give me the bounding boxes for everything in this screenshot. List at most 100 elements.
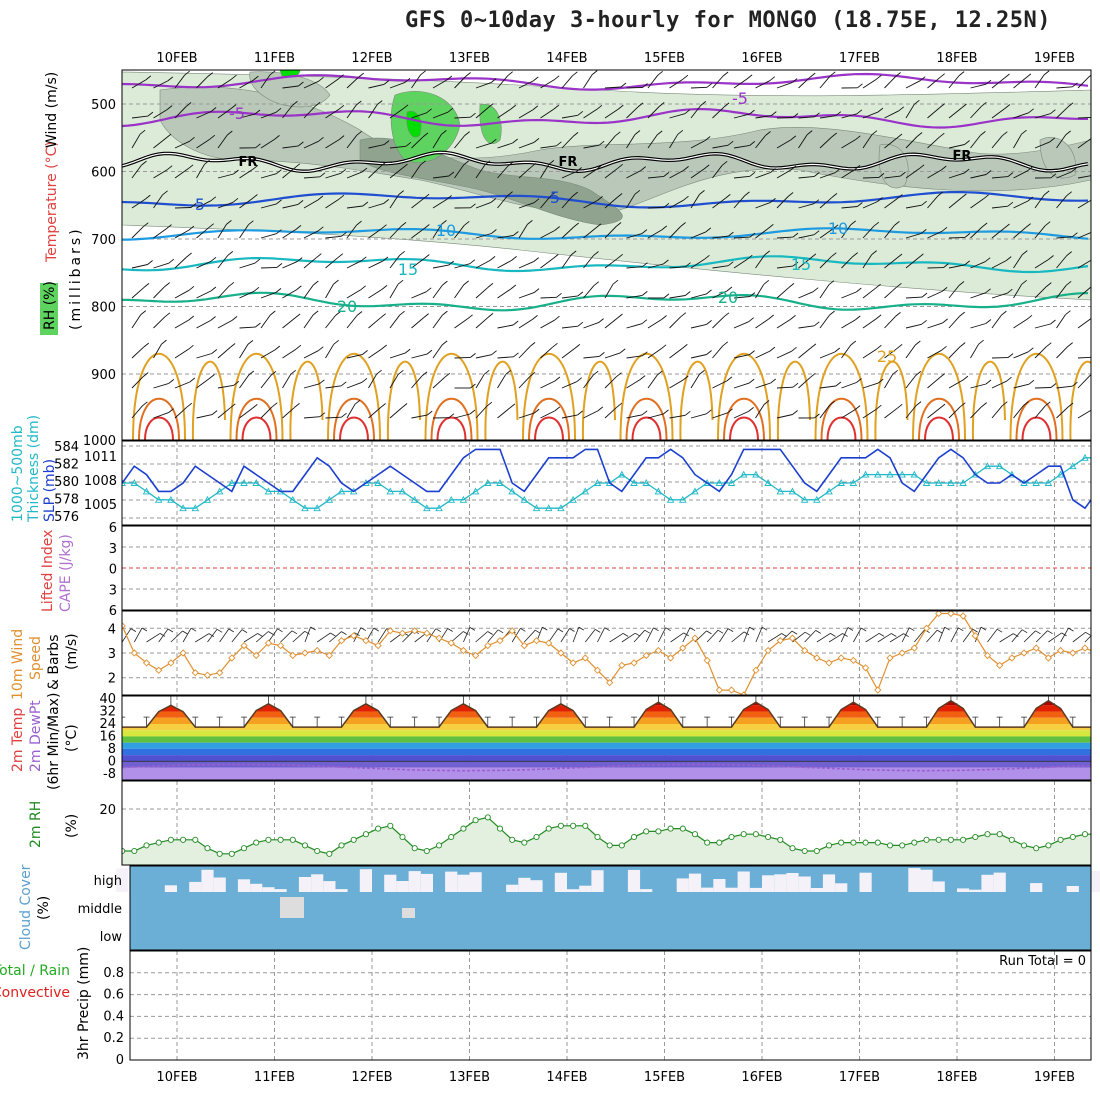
wind-barb [239,198,253,209]
wind-barb-flag [533,76,539,82]
wind10-point [606,679,614,687]
wind-barb [1013,405,1024,419]
wind-barb [690,231,706,239]
wind10-point [691,634,699,642]
wind-barb [712,106,725,119]
wind-barb-flag [1067,342,1073,347]
wind-barb-flag [491,350,497,356]
wind-barb-flag [276,263,283,268]
wind-barb-flag [230,104,237,109]
wind-barb [260,203,277,209]
wind-barb-flag [788,283,795,288]
wind-barb [626,323,643,329]
wind10-barb-flag [341,631,347,635]
precip-tick: 0 [116,1053,124,1068]
wind-barb [948,285,960,299]
wind10-point [484,641,492,650]
wind-barb [346,353,363,359]
wind-barb-flag [878,173,885,178]
wind-barb [518,202,535,209]
thickness-point [410,495,419,503]
contour-label: FR [239,155,258,170]
cloud-high-gap [701,887,714,892]
wind-barb [325,235,342,239]
wind-barb [755,228,769,239]
wind-barb [862,287,876,299]
thickness-point [423,504,431,512]
wind-barb-flag [728,231,734,237]
wind-barb-flag [553,104,560,110]
contour-freezing-core [122,151,1089,172]
wind-barb [303,284,314,299]
wind-barb-flag [683,195,689,201]
thickness-point [886,470,894,478]
wind10-barb [133,627,143,643]
wind-barb [411,164,421,179]
wind-barb [217,78,232,89]
wind-barb-flag [255,322,261,328]
thickness-point [739,470,748,478]
wind-barb [927,107,940,119]
wind-barb-flag [704,254,710,260]
wind-barb [755,318,769,329]
rh2m-point [862,839,869,846]
wind-barb [432,175,449,179]
wind10-barb-flag [228,628,235,633]
wind-barb-flag [1007,201,1014,207]
rh2m-axis: 20 [99,803,116,818]
wind10-barb-flag [1013,633,1019,637]
wind-barb-flag [1046,342,1052,348]
wind-barb-flag [726,286,733,292]
wind-barb [669,199,684,209]
wind-barb [540,195,552,209]
wind-barb-flag [248,220,254,226]
rh2m-point [935,836,942,843]
cloud-high-gap [762,875,775,892]
wind-barb-flag [706,350,712,355]
wind10-point [520,641,528,650]
wind-barb [819,351,835,359]
wind-barb-flag [1065,130,1071,136]
wind-barb [454,116,471,119]
temp-tick: 32 [99,705,116,720]
wind-barb [1056,406,1069,419]
wind-barb [174,406,188,419]
wind-barb-flag [875,283,881,289]
wind-barb-flag [444,372,451,378]
wind-barb [776,414,793,419]
wind-barb [1013,112,1029,119]
wind-barb-flag [463,160,469,166]
wind-barb [604,376,617,389]
wind10-barb-flag [330,632,336,637]
precip-axis: 0.80.60.40.20 [103,966,124,1068]
wind-barb [733,195,745,209]
wind10-barb-flag [706,630,712,635]
wind-barb [131,405,143,419]
rh2m-point [326,850,333,857]
wind-barb-flag [483,369,490,375]
wind10-point [252,651,260,660]
wind-barb [153,316,166,329]
wind-barb-flag [376,369,382,375]
wind-barb-flag [706,320,712,325]
wind-barb [368,202,384,209]
wind-barb-flag [294,163,301,169]
wind-barb [798,325,815,329]
wind-barb-flag [398,190,404,195]
wind-barb-flag [918,164,925,170]
wind-barb [970,383,987,389]
wind-barb [776,265,793,269]
wind-barb [862,254,873,269]
thickness-point [910,470,919,478]
wind-barb [669,316,682,329]
wind-barb-flag [854,405,861,410]
wind-barb [970,83,987,89]
wind-barb [905,344,916,359]
thickness-point [337,487,346,495]
thickness-point [581,487,590,495]
wind-barb [131,164,142,179]
wind-barb-flag [642,83,648,88]
wind-barb-flag [185,102,192,107]
wind10-point [155,666,163,674]
cloud-high-gap [396,881,409,892]
